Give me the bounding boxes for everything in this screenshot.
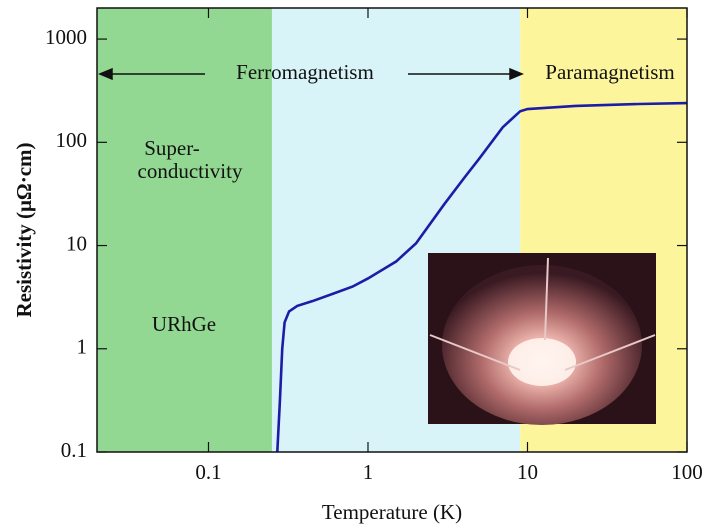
annotation: conductivity (138, 159, 243, 183)
x-tick-label: 0.1 (195, 460, 221, 484)
x-tick-label: 1 (363, 460, 374, 484)
y-axis-label: Resistivity (μΩ·cm) (12, 142, 36, 317)
x-tick-label: 10 (517, 460, 538, 484)
annotation: URhGe (152, 312, 216, 336)
inset-photo (428, 253, 656, 425)
annotation: Ferromagnetism (236, 60, 374, 84)
y-tick-label: 10 (66, 231, 87, 255)
y-tick-label: 1 (77, 335, 88, 359)
x-axis-label: Temperature (K) (322, 500, 462, 524)
line (275, 101, 688, 453)
y-tick-label: 100 (56, 128, 88, 152)
region (97, 8, 272, 452)
regions (97, 8, 687, 452)
y-tick-label: 1000 (45, 25, 87, 49)
y-tick-label: 0.1 (61, 438, 87, 462)
x-tick-label: 100 (671, 460, 703, 484)
arrow (98, 67, 524, 81)
annotation: Paramagnetism (545, 60, 674, 84)
annotation: Super- (144, 136, 200, 160)
plot-frame (96, 7, 688, 453)
